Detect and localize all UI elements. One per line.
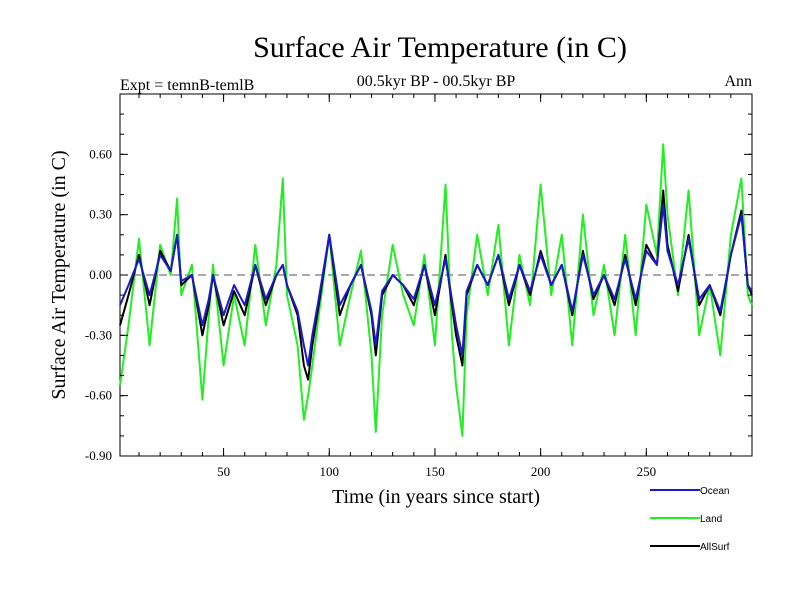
experiment-label: Expt = temnB-temlB [120, 77, 254, 94]
legend-label-land: Land [700, 514, 722, 525]
series-line-land [119, 143, 753, 437]
y-tick-label: -0.60 [85, 388, 112, 403]
series-line-ocean [119, 203, 753, 367]
y-tick-label: -0.30 [85, 327, 112, 342]
y-tick-label: 0.00 [89, 267, 112, 282]
legend-label-ocean: Ocean [700, 486, 729, 497]
x-tick-label: 200 [531, 464, 551, 479]
y-axis: -0.90 -0.60 -0.30 0.00 0.30 0.60 [85, 93, 752, 463]
y-axis-label: Surface Air Temperature (in C) [48, 150, 70, 399]
x-tick-label: 250 [637, 464, 657, 479]
legend-label-allsurf: AllSurf [700, 542, 730, 553]
legend: Ocean Land AllSurf [650, 486, 730, 553]
y-tick-label: 0.60 [89, 146, 112, 161]
chart-title: Surface Air Temperature (in C) [253, 31, 627, 64]
x-tick-label: 50 [217, 464, 230, 479]
series-group [119, 143, 753, 437]
y-tick-label: -0.90 [85, 448, 112, 463]
x-tick-label: 100 [320, 464, 340, 479]
x-axis-label: Time (in years since start) [332, 486, 540, 508]
period-label: 00.5kyr BP - 00.5kyr BP [357, 73, 516, 90]
x-axis: 50 100 150 200 250 [138, 94, 732, 479]
x-tick-label: 150 [425, 464, 445, 479]
y-tick-label: 0.30 [89, 207, 112, 222]
season-label: Ann [724, 73, 752, 90]
